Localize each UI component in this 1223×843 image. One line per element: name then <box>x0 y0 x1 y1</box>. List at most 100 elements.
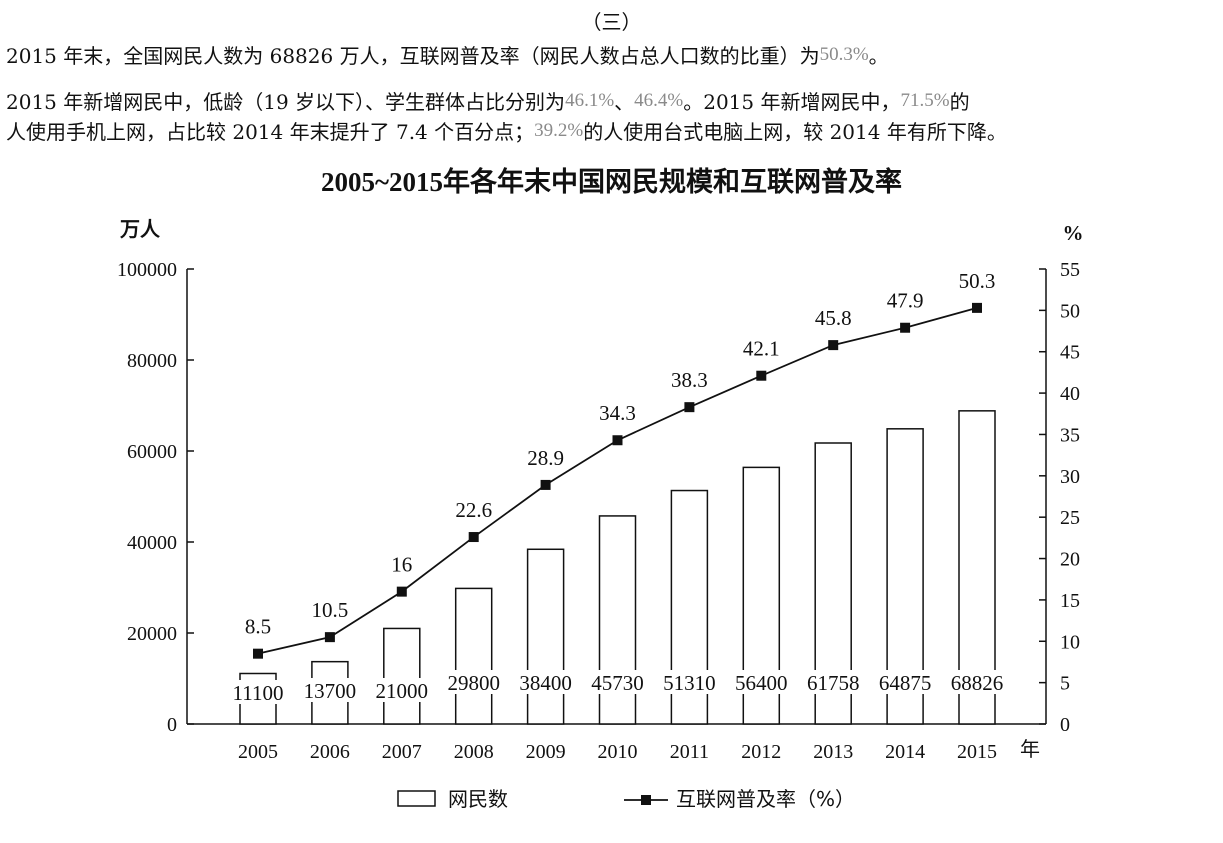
y-right-title: % <box>1063 221 1084 245</box>
bar <box>454 587 493 725</box>
line-marker <box>972 302 982 313</box>
right-tick-label: 5 <box>1060 673 1070 695</box>
bar-label-bg <box>439 670 508 694</box>
section-label: （三） <box>581 10 642 34</box>
line-value-label: 38.3 <box>671 368 708 392</box>
x-tick-label: 2012 <box>741 741 781 763</box>
x-tick-label: 2011 <box>670 741 709 763</box>
p3-highlight: 39.2% <box>534 120 584 141</box>
x-tick-label: 2007 <box>382 741 422 763</box>
bar-label-bg <box>224 680 292 704</box>
p2-text-4: 的 <box>949 90 970 114</box>
line-marker <box>900 322 911 333</box>
paragraph-2: 2015 年新增网民中，低龄（19 岁以下）、学生群体占比分别为46.1%、46… <box>6 88 1218 118</box>
left-tick-label: 0 <box>167 714 177 736</box>
line-value-label: 16 <box>391 553 412 577</box>
line-marker <box>396 586 407 597</box>
x-tick-label: 2013 <box>813 741 853 763</box>
line-value-label: 10.5 <box>312 598 349 622</box>
right-tick-label: 55 <box>1060 259 1080 281</box>
x-tick-label: 2008 <box>454 741 494 763</box>
legend-bar-swatch <box>397 790 436 807</box>
line-value-label: 22.6 <box>455 498 492 522</box>
left-tick-label: 20000 <box>127 623 177 645</box>
x-tick-label: 2009 <box>526 741 566 763</box>
bar-value-label: 56400 <box>735 671 788 695</box>
y-left-title: 万人 <box>119 217 161 241</box>
paragraph-1: 2015 年末，全国网民人数为 68826 万人，互联网普及率（网民人数占总人口… <box>6 42 1218 72</box>
bar-label-bg <box>943 670 1011 694</box>
line-value-label: 42.1 <box>743 337 780 361</box>
line-marker <box>468 532 479 543</box>
x-tick-label: 2010 <box>598 741 638 763</box>
legend-line-label: 互联网普及率（%） <box>676 787 855 811</box>
right-tick-label: 10 <box>1060 631 1080 653</box>
chart-title: 2005~2015年各年末中国网民规模和互联网普及率 <box>320 167 903 197</box>
line-marker <box>684 402 695 413</box>
x-axis-title: 年 <box>1020 737 1040 761</box>
x-tick-label: 2006 <box>310 741 350 763</box>
line-marker <box>612 435 623 446</box>
x-tick-label: 2015 <box>957 741 997 763</box>
right-tick-label: 20 <box>1060 549 1080 571</box>
p2-text-2: 、 <box>614 90 635 114</box>
bar-value-label: 61758 <box>807 671 860 695</box>
left-tick-label: 80000 <box>127 350 177 372</box>
right-tick-label: 15 <box>1060 590 1080 612</box>
line-value-label: 34.3 <box>599 401 636 425</box>
right-tick-label: 30 <box>1060 466 1080 488</box>
bar-value-label: 29800 <box>447 671 500 695</box>
legend-bar-label: 网民数 <box>448 787 508 811</box>
line-marker <box>324 632 335 643</box>
bar-value-label: 38400 <box>519 671 572 695</box>
right-tick-label: 0 <box>1060 714 1070 736</box>
bar <box>383 627 421 725</box>
line-value-label: 8.5 <box>245 615 271 639</box>
p2-text-3: 。2015 年新增网民中， <box>683 90 901 114</box>
line-value-label: 45.8 <box>815 306 852 330</box>
bar-label-bg <box>727 670 796 694</box>
bar <box>526 548 565 725</box>
bar-value-label: 68826 <box>951 671 1004 695</box>
x-tick-label: 2005 <box>238 741 278 763</box>
p3-text-1: 人使用手机上网，占比较 2014 年末提升了 7.4 个百分点； <box>6 120 535 144</box>
bar-label-bg <box>583 670 652 694</box>
p1-text: 2015 年末，全国网民人数为 68826 万人，互联网普及率（网民人数占总人口… <box>6 44 820 68</box>
left-tick-label: 100000 <box>117 259 177 281</box>
bar-value-label: 64875 <box>879 671 932 695</box>
p2-highlight-2: 46.4% <box>634 90 684 111</box>
left-tick-label: 40000 <box>127 532 177 554</box>
bar-value-label: 51310 <box>663 671 716 695</box>
right-tick-label: 50 <box>1060 300 1080 322</box>
p2-highlight-1: 46.1% <box>565 90 615 111</box>
right-tick-label: 40 <box>1060 383 1080 405</box>
p2-text-1: 2015 年新增网民中，低龄（19 岁以下）、学生群体占比分别为 <box>6 90 566 114</box>
bar-value-label: 21000 <box>376 679 429 703</box>
line-value-label: 50.3 <box>959 269 996 293</box>
line-value-label: 47.9 <box>887 289 924 313</box>
legend-line-marker <box>641 795 651 805</box>
bar-label-bg <box>871 670 940 694</box>
line-marker <box>540 479 551 490</box>
x-tick-label: 2014 <box>885 741 925 763</box>
left-tick-label: 60000 <box>127 441 177 463</box>
right-tick-label: 25 <box>1060 507 1080 529</box>
bar-label-bg <box>295 678 364 702</box>
bar-label-bg <box>511 670 580 694</box>
line-marker <box>756 370 767 381</box>
paragraph-3: 人使用手机上网，占比较 2014 年末提升了 7.4 个百分点；39.2%的人使… <box>6 118 1218 148</box>
bar-label-bg <box>799 670 868 694</box>
p1-highlight: 50.3% <box>819 44 869 65</box>
p3-text-2: 的人使用台式电脑上网，较 2014 年有所下降。 <box>583 120 1007 144</box>
bar-value-label: 45730 <box>591 671 644 695</box>
p1-end: 。 <box>868 44 889 68</box>
bar-value-label: 11100 <box>233 681 284 705</box>
line-marker <box>828 340 839 351</box>
line-marker <box>253 648 263 659</box>
right-tick-label: 45 <box>1060 342 1080 364</box>
bar-value-label: 13700 <box>304 679 357 703</box>
p2-highlight-3: 71.5% <box>900 90 950 111</box>
line-value-label: 28.9 <box>527 446 564 470</box>
bar-label-bg <box>655 670 724 694</box>
